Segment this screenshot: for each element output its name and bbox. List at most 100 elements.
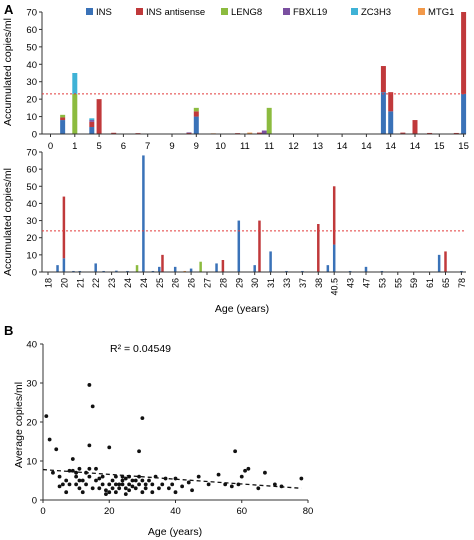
legend-swatch-zc3h3 <box>351 8 358 15</box>
bottom-bar-segment-ins <box>380 270 384 272</box>
scatter-point <box>80 478 85 483</box>
bottom-x-tick-label: 18 <box>44 278 54 288</box>
scatter-point <box>140 416 145 420</box>
scatter-point <box>90 404 95 409</box>
scatter-point <box>74 474 79 479</box>
scatter-point <box>113 474 118 479</box>
scatter-point <box>94 478 98 483</box>
bottom-y-tick-label: 10 <box>26 250 37 261</box>
panel-letter-a: A <box>4 2 14 17</box>
top-bar-segment-ins-antisense <box>388 92 394 112</box>
bottom-x-tick-label: 20 <box>59 278 69 288</box>
scatter-point <box>279 484 284 489</box>
top-x-tick-label: 15 <box>458 141 469 152</box>
bottom-x-tick-label: 65 <box>441 278 451 288</box>
bottom-x-tick-label: 23 <box>107 278 117 288</box>
bottom-x-tick-label: 22 <box>91 278 101 288</box>
top-x-tick-label: 1 <box>72 141 77 152</box>
bottom-x-tick-label: 25 <box>155 278 165 288</box>
scatter-point <box>299 476 304 481</box>
scatter-point <box>243 468 247 473</box>
scatter-point <box>147 478 151 483</box>
top-y-tick-label: 0 <box>32 130 37 141</box>
bottom-bar-segment-leng8 <box>135 265 139 272</box>
top-bar-segment-ins <box>193 116 199 134</box>
bottom-x-tick-label: 27 <box>203 278 213 288</box>
bottom-x-tick-label: 55 <box>393 278 403 288</box>
top-y-tick-label: 70 <box>26 8 37 19</box>
scatter-point <box>130 484 135 489</box>
bottom-bar-segment-ins <box>158 266 161 272</box>
scatter-y-tick-label: 40 <box>26 340 37 351</box>
scatter-point <box>143 482 148 487</box>
bottom-x-tick-label: 61 <box>425 278 435 288</box>
bottom-bar-segment-ins <box>72 270 75 272</box>
top-bar-segment-ins <box>388 111 394 134</box>
scatter-point <box>173 476 178 481</box>
top-x-tick-label: 5 <box>96 141 101 152</box>
scatter-point <box>123 492 128 497</box>
bottom-bar-segment-ins <box>437 254 441 272</box>
scatter-point <box>137 474 141 479</box>
top-bar-segment-fbxl19 <box>89 120 95 122</box>
bottom-y-tick-label: 50 <box>26 182 37 193</box>
bottom-y-tick-label: 30 <box>26 216 37 227</box>
bottom-bar-segment-ins <box>115 270 118 272</box>
top-x-tick-label: 12 <box>288 141 299 152</box>
bottom-y-tick-label: 60 <box>26 165 37 176</box>
scatter-point <box>74 470 79 475</box>
scatter-point <box>84 470 88 475</box>
legend-swatch-ins-antisense <box>136 8 143 15</box>
top-x-tick-label: 11 <box>264 141 274 152</box>
top-x-tick-label: 10 <box>215 141 226 152</box>
bottom-bar-segment-leng8 <box>199 261 202 272</box>
r-squared-annotation: R² = 0.04549 <box>110 343 171 355</box>
bottom-x-tick-label: 38 <box>314 278 324 288</box>
top-x-tick-label: 9 <box>169 141 174 152</box>
scatter-point <box>150 482 155 487</box>
scatter-x-tick-label: 60 <box>236 506 247 517</box>
scatter-x-axis-label: Age (years) <box>148 526 202 538</box>
top-x-tick-label: 6 <box>121 141 126 152</box>
legend-label-ins-antisense: INS antisense <box>146 7 205 18</box>
scatter-point <box>120 478 125 483</box>
scatter-y-tick-label: 20 <box>26 418 37 429</box>
legend-swatch-ins <box>86 8 93 15</box>
scatter-point <box>94 466 98 471</box>
top-bar-segment-zc3h3 <box>72 73 78 94</box>
legend: INS INS antisense LENG8 FBXL19 ZC3H3 MTG1 <box>86 7 454 18</box>
top-bar-segment-leng8 <box>266 107 272 134</box>
top-bar-segment-ins-antisense <box>111 132 117 134</box>
top-bar-segment-ins-antisense <box>60 117 66 121</box>
scatter-point <box>57 474 62 479</box>
scatter-point <box>57 484 62 489</box>
scatter-axes: 0 10 20 30 40 0 20 40 60 80 <box>26 340 313 518</box>
bottom-bar-segment-ins-antisense <box>221 260 225 272</box>
top-bar-segment-fbxl19 <box>261 130 267 134</box>
chart-bottom-accumulated-copies: 0 10 20 30 40 50 60 70 18 20 21 22 23 24 24 25 26 26 27 28… <box>2 148 467 316</box>
scatter-point <box>246 466 251 471</box>
top-x-tick-label: 13 <box>313 141 324 152</box>
scatter-point <box>90 486 95 491</box>
bottom-bar-segment-ins <box>332 244 336 272</box>
scatter-point <box>173 490 178 495</box>
bottom-bar-segment-ins <box>94 263 97 272</box>
bottom-bar-segment-ins <box>285 270 288 272</box>
top-bar-segment-ins-antisense <box>400 132 406 134</box>
scatter-point <box>180 484 185 489</box>
bottom-x-tick-label: 33 <box>282 278 292 288</box>
top-x-axis: 0 1 5 6 7 9 9 10 11 11 12 13 14 14 14 14 15 15 <box>42 133 469 152</box>
top-x-tick-label: 14 <box>361 141 372 152</box>
scatter-point <box>70 468 75 473</box>
scatter-point <box>87 383 92 387</box>
top-y-tick-label: 50 <box>26 42 37 53</box>
bottom-y-tick-label: 40 <box>26 199 37 210</box>
bottom-bar-segment-ins <box>142 155 145 272</box>
top-bar-segment-fbxl19 <box>186 132 192 134</box>
bottom-y-axis-label: Accumulated copies/ml <box>2 168 14 276</box>
bottom-y-tick-label: 0 <box>32 268 37 279</box>
scatter-point <box>137 482 141 487</box>
bottom-bar-segment-ins <box>56 265 59 272</box>
scatter-point <box>51 470 55 475</box>
scatter-point <box>157 486 161 491</box>
